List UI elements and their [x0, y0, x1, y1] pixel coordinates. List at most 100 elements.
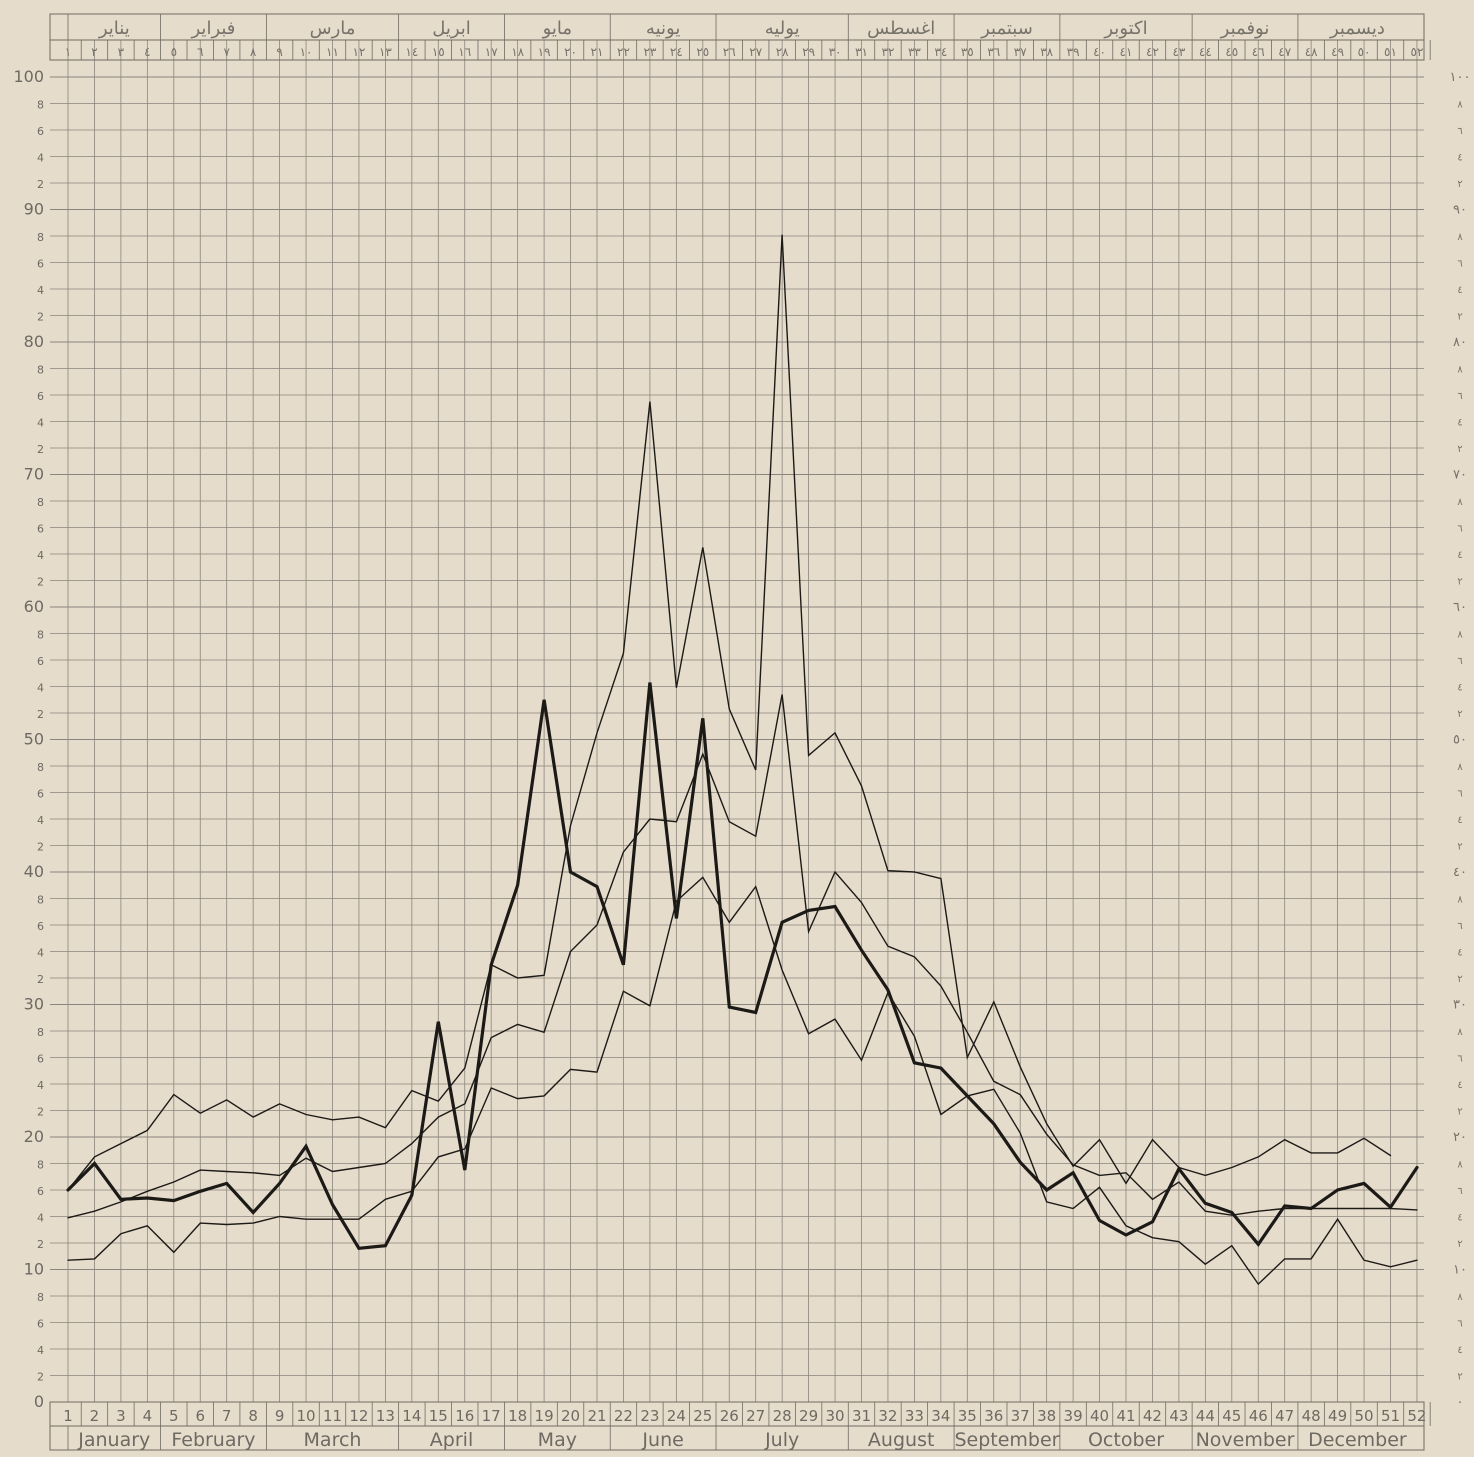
top-week-label: ١٨ [511, 45, 524, 59]
series-lines [66, 234, 1419, 1286]
top-week-label: ١٩ [538, 45, 551, 59]
top-week-label: ٤ [144, 45, 150, 59]
week-label: 23 [640, 1407, 659, 1425]
y-tick-label-right: ٨٠ [1453, 335, 1467, 350]
top-week-label: ٤٢ [1146, 45, 1159, 59]
week-label: 51 [1381, 1407, 1400, 1425]
y-tick-label: 2 [37, 311, 44, 324]
series-line-1 [67, 234, 1392, 1191]
y-tick-label-right: ٨ [1457, 1160, 1463, 1171]
top-month-label: سبتمبر [980, 18, 1033, 39]
week-label: 44 [1196, 1407, 1215, 1425]
week-label: 9 [275, 1407, 285, 1425]
y-tick-label-right: ٤ [1457, 418, 1462, 429]
week-label: 10 [297, 1407, 316, 1425]
y-tick-label: 2 [37, 973, 44, 986]
week-label: 34 [931, 1407, 950, 1425]
y-tick-label-right: ٤ [1457, 683, 1462, 694]
top-week-label: ٤٣ [1172, 45, 1185, 59]
y-tick-label: 6 [37, 920, 44, 933]
y-tick-label: 4 [37, 284, 44, 297]
top-week-label: ٢٠ [564, 45, 577, 59]
y-tick-label: 2 [37, 708, 44, 721]
y-tick-label-right: ٨ [1457, 232, 1463, 243]
week-label: 43 [1169, 1407, 1188, 1425]
top-week-label: ٣٢ [882, 45, 895, 59]
top-week-label: ٥ [171, 45, 177, 59]
month-label: July [764, 1429, 799, 1451]
week-label: 26 [720, 1407, 739, 1425]
y-tick-label-right: ٤ [1457, 1345, 1462, 1356]
y-tick-label: 2 [37, 1106, 44, 1119]
y-tick-label-right: ٦ [1457, 1054, 1462, 1065]
top-week-label: ٣٦ [987, 45, 1000, 59]
top-week-label: ٣١ [855, 45, 868, 59]
y-tick-label-right: ٤ [1457, 550, 1462, 561]
y-tick-label-right: ٨ [1457, 100, 1463, 111]
y-tick-label: 40 [24, 862, 44, 881]
week-label: 48 [1302, 1407, 1321, 1425]
top-week-label: ٦ [197, 45, 203, 59]
top-week-label: ٢١ [591, 45, 604, 59]
week-label: 40 [1090, 1407, 1109, 1425]
y-tick-label-right: ٨ [1457, 1027, 1463, 1038]
week-label: 52 [1407, 1407, 1426, 1425]
top-month-label: مايو [542, 18, 572, 39]
y-tick-label: 4 [37, 152, 44, 165]
top-week-label: ١٧ [485, 45, 498, 59]
top-month-label: يناير [98, 18, 130, 39]
week-label: 42 [1143, 1407, 1162, 1425]
month-label: September [954, 1429, 1059, 1451]
y-tick-label: 8 [37, 99, 44, 112]
week-label: 31 [852, 1407, 871, 1425]
top-week-labels: ١ ٢ ٣ ٤ ٥ ٦ ٧ ٨ ٩ ١٠ ١١ ١٢ ١٣ ١٤ ١٥ ١٦ ١٧ ١٨ ١٩ ٢٠ ٢١ ٢٢ ٢٣ ٢٤ ٢… [65, 40, 1431, 60]
top-week-label: ٥١ [1384, 45, 1397, 59]
top-week-label: ١٣ [379, 45, 392, 59]
week-label: 50 [1355, 1407, 1374, 1425]
y-tick-label: 2 [37, 576, 44, 589]
month-label: December [1308, 1429, 1407, 1451]
week-label: 5 [169, 1407, 179, 1425]
y-tick-label-right: ٠ [1457, 1395, 1464, 1410]
y-tick-label: 0 [34, 1392, 44, 1411]
y-tick-label: 100 [13, 67, 44, 86]
y-tick-label-right: ٦ [1457, 391, 1462, 402]
month-label: October [1088, 1429, 1164, 1451]
week-label: 3 [116, 1407, 126, 1425]
y-tick-label: 8 [37, 496, 44, 509]
week-label: 41 [1116, 1407, 1135, 1425]
y-tick-label: 6 [37, 390, 44, 403]
top-month-labels: يناير فبراير مارس ابريل مايو يونيه يوليه اغسطس س… [67, 14, 1385, 40]
y-tick-label-right: ٦ [1457, 921, 1462, 932]
y-tick-label: 8 [37, 894, 44, 907]
week-label: 21 [587, 1407, 606, 1425]
top-week-label: ٢٧ [749, 45, 762, 59]
top-week-label: ٣٩ [1067, 45, 1080, 59]
top-week-label: ٢٥ [696, 45, 709, 59]
top-week-label: ٤٤ [1199, 45, 1212, 59]
top-week-label: ٣٣ [908, 45, 921, 59]
top-week-label: ٤٩ [1331, 45, 1344, 59]
top-week-label: ٣٤ [934, 45, 947, 59]
y-tick-label: 8 [37, 629, 44, 642]
top-month-label: ديسمبر [1329, 18, 1385, 39]
y-tick-label-right: ٤ [1457, 1213, 1462, 1224]
y-tick-label-right: ٤ [1457, 153, 1462, 164]
y-tick-label-right: ٦ [1457, 524, 1462, 535]
grid-lines [50, 40, 1424, 1403]
y-tick-label: 4 [37, 549, 44, 562]
top-week-label: ٣٧ [1014, 45, 1027, 59]
top-week-label: ٣ [118, 45, 125, 59]
top-week-label: ٣٥ [961, 45, 974, 59]
top-week-label: ٤٥ [1225, 45, 1238, 59]
week-label: 29 [799, 1407, 818, 1425]
y-tick-label-right: ٨ [1457, 895, 1463, 906]
y-tick-label: 6 [37, 655, 44, 668]
top-month-label: يوليه [765, 18, 800, 39]
y-tick-label: 90 [24, 200, 44, 219]
y-tick-label-right: ٦ [1457, 1186, 1462, 1197]
y-tick-label-right: ٢ [1457, 444, 1462, 455]
series-line-3 [67, 876, 1418, 1286]
y-tick-label: 2 [37, 1371, 44, 1384]
